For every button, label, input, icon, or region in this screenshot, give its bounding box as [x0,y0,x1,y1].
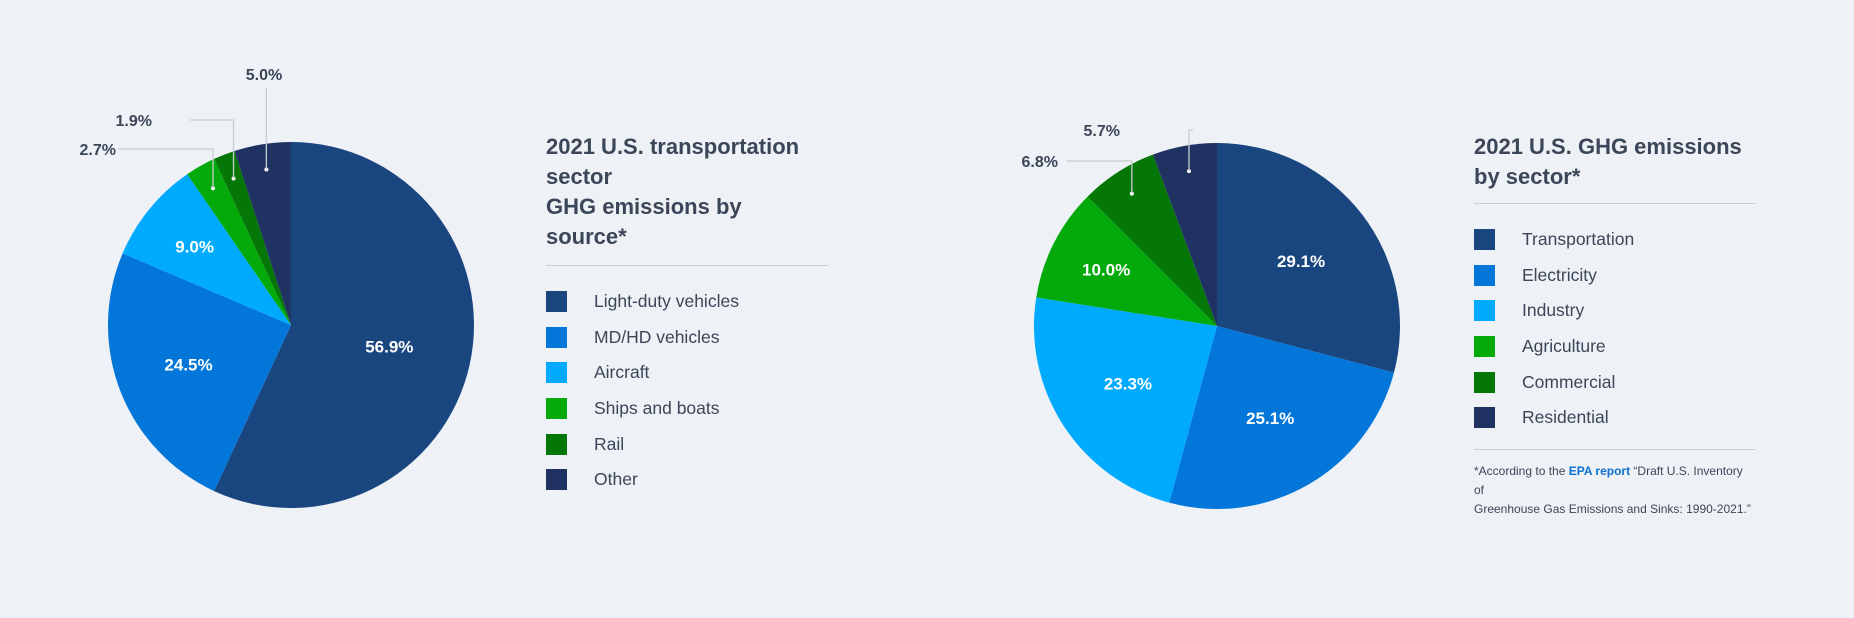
epa-report-link[interactable]: EPA report [1568,463,1631,478]
legend-label: Aircraft [594,362,650,383]
legend-item-other: Other [546,462,828,498]
legend-swatch [546,469,567,491]
legend-label: Electricity [1522,264,1597,285]
pie-slice-agriculture [1036,196,1217,326]
legend-label: Other [594,469,638,490]
callout-label: 5.7% [1084,123,1120,140]
chart-title-sectors: 2021 U.S. GHG emissions by sector* [1474,134,1742,189]
legend-item-agriculture: Agriculture [1474,329,1755,365]
legend-swatch [1474,407,1495,429]
legend-swatch [546,362,567,384]
legend-item-transportation: Transportation [1474,222,1755,258]
pie-slice-commercial [1087,154,1217,326]
legend-swatch [546,291,567,313]
legend-label: Ships and boats [594,398,720,419]
legend-list: Light-duty vehicles MD/HD vehicles Aircraf… [546,284,828,498]
legend-label: Residential [1522,407,1609,428]
legend-swatch [1474,264,1495,286]
legend-label: Commercial [1522,371,1616,392]
legend-swatch [1474,371,1495,393]
legend-label: Rail [594,433,625,454]
pie-slice-md-hd-vehicles [107,253,291,492]
title-divider [1474,203,1755,204]
legend-label: Agriculture [1522,336,1606,357]
legend-item-ships-and-boats: Ships and boats [546,391,828,427]
legend-label: Industry [1522,300,1585,321]
legend-swatch [1474,300,1495,322]
legend-swatch [546,326,567,348]
slice-label: 23.3% [1104,375,1152,394]
pie-slice-aircraft [122,174,292,325]
pie-slice-light-duty-vehicles [214,142,474,508]
callout-label: 2.7% [80,142,116,159]
footnote-divider [1474,448,1755,450]
legend-item-electricity: Electricity [1474,258,1755,294]
callout-line [1067,160,1133,194]
callout-line [190,119,235,179]
slice-label: 25.1% [1246,409,1294,428]
pie-slice-other [234,142,291,325]
legend-item-aircraft: Aircraft [546,355,828,391]
pie-slice-transportation [1217,143,1400,373]
pie-slice-ships-and-boats [187,158,291,325]
legend-label: Light-duty vehicles [594,291,739,312]
legend-item-industry: Industry [1474,293,1755,329]
legend-swatch [1474,336,1495,358]
slice-label: 29.1% [1277,252,1325,271]
callout-label: 5.0% [246,67,282,84]
title-divider [546,265,828,266]
callout-label: 6.8% [1022,154,1058,171]
slice-label: 9.0% [175,237,214,256]
callout-line [118,148,214,189]
pie-slice-residential [1152,143,1217,326]
pie-slice-industry [1034,297,1217,503]
pie-slice-electricity [1169,326,1394,509]
callout-label: 1.9% [116,113,152,130]
pie-slice-rail [214,150,291,325]
footnote-source: “Draft U.S. Inventory of [1474,463,1743,497]
legend-item-residential: Residential [1474,400,1755,436]
legend-transportation-sources: 2021 U.S. transportation sector GHG emis… [546,132,828,498]
slice-label: 24.5% [164,355,212,374]
legend-swatch [1474,229,1495,251]
legend-ghg-sectors: 2021 U.S. GHG emissions by sector* Trans… [1474,132,1755,519]
legend-item-light-duty-vehicles: Light-duty vehicles [546,284,828,320]
legend-swatch [546,433,567,455]
legend-item-commercial: Commercial [1474,364,1755,400]
slice-label: 10.0% [1082,261,1130,280]
legend-label: Transportation [1522,229,1635,250]
legend-swatch [546,398,567,420]
legend-item-md-hd-vehicles: MD/HD vehicles [546,320,828,356]
slice-label: 56.9% [365,338,413,357]
legend-item-rail: Rail [546,426,828,462]
footnote: *According to the EPA report “Draft U.S.… [1474,462,1755,519]
legend-list: Transportation Electricity Industry Agricul… [1474,222,1755,436]
chart-title-transportation: 2021 U.S. transportation sector GHG emis… [546,134,800,249]
legend-label: MD/HD vehicles [594,326,720,347]
footnote-prefix: *According to the [1474,463,1569,478]
footnote-source-line2: Greenhouse Gas Emissions and Sinks: 1990… [1474,501,1751,516]
callout-line [1188,129,1193,172]
